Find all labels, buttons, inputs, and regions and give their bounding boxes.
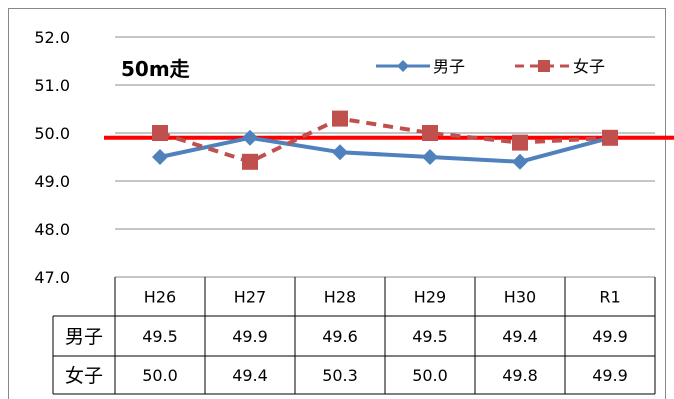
table-cell-value: 50.3	[322, 366, 358, 385]
y-tick-label: 49.0	[34, 172, 70, 191]
table-row-label: 女子	[65, 365, 103, 387]
legend-label-boys: 男子	[433, 57, 465, 76]
data-point-girls	[512, 135, 528, 151]
y-tick-label: 51.0	[34, 76, 70, 95]
legend-label-girls: 女子	[573, 57, 605, 76]
table-cell-value: 49.4	[502, 327, 538, 346]
table-cell-value: 49.8	[502, 366, 538, 385]
table-cell-value: 49.5	[142, 327, 178, 346]
table-row-label: 男子	[65, 326, 103, 348]
x-tick-label: H27	[234, 288, 266, 307]
data-point-girls	[602, 130, 618, 146]
data-point-girls	[422, 125, 438, 141]
table-cell-value: 49.9	[232, 327, 268, 346]
y-tick-label: 50.0	[34, 124, 70, 143]
x-tick-label: H26	[144, 288, 176, 307]
y-tick-label: 52.0	[34, 28, 70, 47]
x-tick-label: R1	[599, 288, 620, 307]
x-tick-label: H29	[414, 288, 446, 307]
x-tick-label: H28	[324, 288, 356, 307]
table-cell-value: 49.4	[232, 366, 268, 385]
x-tick-label: H30	[504, 288, 536, 307]
data-point-girls	[152, 125, 168, 141]
y-tick-label: 48.0	[34, 220, 70, 239]
table-cell-value: 49.5	[412, 327, 448, 346]
data-point-girls	[332, 111, 348, 127]
data-point-girls	[242, 154, 258, 170]
table-cell-value: 50.0	[412, 366, 448, 385]
table-cell-value: 49.6	[322, 327, 358, 346]
chart-title: 50m走	[121, 57, 190, 81]
table-cell-value: 49.9	[592, 327, 628, 346]
table-cell-value: 50.0	[142, 366, 178, 385]
y-tick-label: 47.0	[34, 268, 70, 287]
legend-marker-girls	[538, 60, 550, 72]
data-table: H26 H27 H28 H29 H30 R1 男子 49.5 49.9 49.6 49.5 49.4 4…	[53, 277, 655, 394]
table-cell-value: 49.9	[592, 366, 628, 385]
